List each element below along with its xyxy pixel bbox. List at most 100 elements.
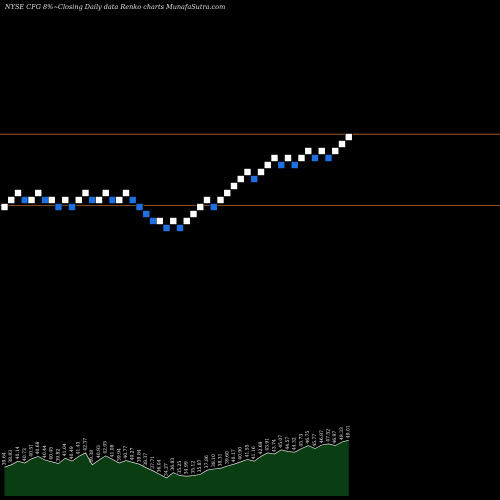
volume-label: 41.04 [62, 443, 68, 456]
volume-label: 40.14 [15, 446, 21, 459]
renko-brick-up [243, 168, 252, 176]
volume-label: 40.68 [35, 441, 41, 454]
renko-brick-down [142, 210, 151, 218]
volume-label: 42.05 [103, 441, 109, 454]
renko-brick-up [317, 147, 326, 155]
volume-label: 37.71 [150, 456, 156, 469]
volume-line [4, 439, 349, 479]
renko-brick-down [128, 196, 137, 204]
renko-brick-down [176, 224, 184, 232]
renko-brick-up [223, 189, 232, 197]
volume-label: 34.99 [184, 461, 190, 474]
renko-brick-down [68, 203, 76, 211]
volume-label: 40.27 [130, 447, 136, 460]
volume-label: 40.17 [231, 449, 237, 462]
renko-brick-up [236, 175, 245, 183]
volume-label: 44.57 [285, 437, 291, 450]
volume-label: 40.93 [96, 445, 102, 458]
volume-label: 41.43 [76, 441, 82, 454]
volume-fill [4, 440, 349, 496]
renko-brick-down [149, 217, 157, 225]
volume-label: 38.37 [143, 453, 149, 466]
renko-brick-up [27, 196, 36, 204]
volume-label: 46.97 [332, 431, 338, 444]
volume-label: 40.51 [29, 444, 35, 457]
renko-brick-down [88, 196, 97, 204]
volume-label: 40.49 [69, 446, 75, 459]
renko-brick-up [95, 196, 103, 204]
renko-brick-down [324, 154, 333, 162]
volume-label: 35.25 [177, 461, 183, 474]
renko-brick-down [311, 154, 319, 162]
volume-label: 36.04 [157, 459, 163, 472]
renko-brick-down [209, 203, 218, 211]
renko-brick-down [54, 203, 63, 211]
renko-brick-up [182, 217, 191, 225]
renko-brick-up [196, 203, 205, 211]
volume-label: 39.84 [137, 449, 143, 462]
volume-label: 38.10 [211, 454, 217, 467]
volume-label: 39.60 [224, 451, 230, 464]
volume-label: 47.52 [326, 429, 332, 442]
volume-label: 42.37 [83, 438, 89, 451]
volume-area [4, 439, 349, 496]
volume-label: 38.31 [218, 453, 224, 466]
renko-brick-up [203, 196, 211, 204]
volume-label: 42.69 [258, 441, 264, 454]
volume-label: 41.16 [251, 446, 257, 459]
renko-brick-up [74, 196, 83, 204]
volume-label: 43.74 [272, 439, 278, 452]
volume-label: 37.86 [204, 455, 210, 468]
renko-brick-up [14, 189, 22, 197]
renko-brick-up [263, 161, 272, 169]
volume-label: 39.64 [2, 452, 8, 465]
renko-brick-up [101, 189, 110, 197]
volume-label: 40.77 [123, 446, 129, 459]
renko-brick-up [81, 189, 90, 197]
renko-brick-down [162, 224, 171, 232]
renko-brick-down [108, 196, 117, 204]
renko-bricks [0, 133, 353, 232]
volume-label: 39.38 [89, 450, 95, 463]
renko-brick-down [290, 161, 299, 169]
volume-label: 36.83 [170, 458, 176, 471]
renko-brick-up [155, 217, 164, 225]
renko-brick-up [47, 196, 56, 204]
header-description: Closing Daily data Renko charts MunafaSu… [58, 3, 225, 11]
renko-brick-down [277, 161, 286, 169]
renko-brick-up [169, 217, 178, 225]
renko-brick-up [115, 196, 124, 204]
volume-label: 39.82 [56, 449, 62, 462]
renko-brick-up [230, 182, 238, 190]
renko-brick-up [34, 189, 43, 197]
volume-label: 49.01 [346, 425, 352, 438]
renko-brick-down [41, 196, 49, 204]
volume-label: 48.33 [339, 427, 345, 440]
volume-label: 46.75 [305, 431, 311, 444]
renko-brick-up [257, 168, 265, 176]
renko-brick-up [61, 196, 70, 204]
renko-brick-up [189, 210, 198, 218]
renko-brick-up [7, 196, 16, 204]
renko-brick-down [20, 196, 29, 204]
renko-brick-up [297, 154, 306, 162]
volume-label: 44.32 [292, 437, 298, 450]
renko-brick-up [304, 147, 313, 155]
renko-brick-up [344, 133, 353, 141]
volume-label: 35.87 [197, 459, 203, 472]
header-ticker: NYSE CFG 8%~ [4, 3, 59, 11]
renko-brick-down [135, 203, 144, 211]
volume-label: 40.44 [42, 445, 48, 458]
volume-label: 39.94 [116, 448, 122, 461]
renko-brick-up [122, 189, 130, 197]
volume-label: 45.73 [299, 434, 305, 447]
volume-label: 34.27 [164, 463, 170, 476]
renko-brick-up [216, 196, 225, 204]
volume-label: 43.91 [265, 438, 271, 451]
renko-brick-up [270, 154, 279, 162]
volume-label: 38.83 [8, 450, 14, 463]
volume-label: 35.12 [191, 461, 197, 474]
reference-lines [0, 133, 500, 207]
